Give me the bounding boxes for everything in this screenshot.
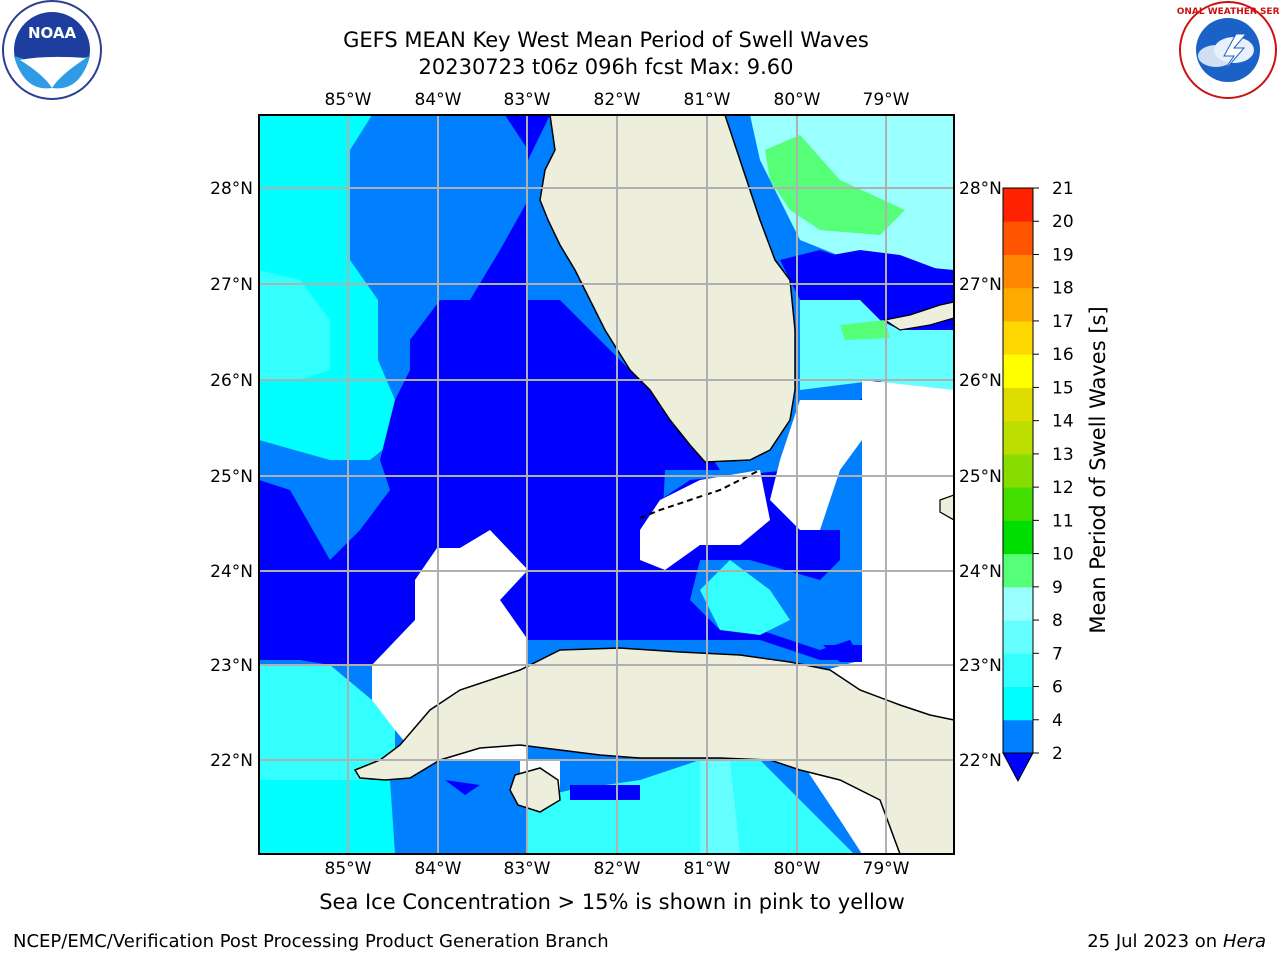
- colorbar-tick-label: 16: [1052, 345, 1074, 365]
- lat-labels-right: 28°N 27°N 26°N 25°N 24°N 23°N 22°N: [959, 179, 1002, 771]
- colorbar-segment: [1003, 520, 1033, 555]
- lon-label-top: 84°W: [415, 90, 462, 110]
- lat-label-left: 28°N: [210, 179, 253, 199]
- nws-logo: NATIONAL WEATHER SERVICE: [1153, 0, 1280, 108]
- colorbar-tick-label: 14: [1052, 412, 1074, 432]
- footer-date: 25 Jul 2023 on Hera: [1087, 931, 1266, 952]
- colorbar-segment: [1003, 553, 1033, 588]
- colorbar-segment: [1003, 188, 1033, 222]
- sea-ice-note: Sea Ice Concentration > 15% is shown in …: [319, 890, 905, 914]
- lon-label-top: 82°W: [594, 90, 641, 110]
- lat-labels-left: 28°N 27°N 26°N 25°N 24°N 23°N 22°N: [210, 179, 253, 771]
- map-title: GEFS MEAN Key West Mean Period of Swell …: [343, 28, 869, 52]
- colorbar-tick-label: 9: [1052, 578, 1063, 598]
- lon-label-bottom: 84°W: [415, 859, 462, 879]
- footer-credit: NCEP/EMC/Verification Post Processing Pr…: [13, 931, 609, 952]
- colorbar-tick-label: 4: [1052, 711, 1063, 731]
- colorbar-tick-label: 6: [1052, 678, 1063, 698]
- noaa-logo-text: NOAA: [28, 24, 77, 42]
- colorbar-tick-label: 10: [1052, 545, 1074, 565]
- colorbar: [1002, 187, 1034, 783]
- lon-label-top: 83°W: [504, 90, 551, 110]
- lon-label-top: 85°W: [325, 90, 372, 110]
- lat-label-right: 26°N: [959, 371, 1002, 391]
- lat-label-left: 26°N: [210, 371, 253, 391]
- colorbar-tick-label: 2: [1052, 744, 1063, 764]
- colorbar-label: Mean Period of Swell Waves [s]: [1086, 306, 1110, 634]
- colorbar-tick-label: 12: [1052, 478, 1074, 498]
- colorbar-tick-label: 19: [1052, 245, 1074, 265]
- map-field: [259, 115, 954, 854]
- lat-label-left: 22°N: [210, 751, 253, 771]
- colorbar-segment: [1003, 686, 1033, 721]
- lat-label-right: 22°N: [959, 751, 1002, 771]
- colorbar-segment: [1003, 586, 1033, 621]
- lon-labels-bottom: 85°W 84°W 83°W 82°W 81°W 80°W 79°W: [325, 859, 910, 879]
- colorbar-tick-label: 17: [1052, 312, 1074, 332]
- lat-label-left: 23°N: [210, 656, 253, 676]
- lat-label-right: 28°N: [959, 179, 1002, 199]
- lon-label-top: 81°W: [684, 90, 731, 110]
- colorbar-segment: [1003, 420, 1033, 455]
- colorbar-segment: [1003, 487, 1033, 521]
- lon-label-bottom: 81°W: [684, 859, 731, 879]
- colorbar-segment: [1003, 254, 1033, 289]
- colorbar-frame: [1002, 187, 1034, 754]
- colorbar-tick-label: 18: [1052, 279, 1074, 299]
- colorbar-tick-label: 13: [1052, 445, 1074, 465]
- lon-label-top: 80°W: [774, 90, 821, 110]
- lat-label-right: 23°N: [959, 656, 1002, 676]
- colorbar-tick-label: 21: [1052, 179, 1074, 199]
- footer-date-text: 25 Jul 2023 on: [1087, 931, 1218, 952]
- footer-host: Hera: [1222, 931, 1266, 952]
- colorbar-segment: [1003, 453, 1033, 488]
- lon-label-top: 79°W: [863, 90, 910, 110]
- colorbar-segment: [1003, 719, 1033, 754]
- colorbar-ticks: 2 4 6 7 8 9 10 11 12 13 14 15 16 17 18 19 20 21: [1033, 179, 1074, 764]
- colorbar-tick-label: 20: [1052, 212, 1074, 232]
- map-subtitle: 20230723 t06z 096h fcst Max: 9.60: [418, 55, 794, 79]
- lat-label-right: 24°N: [959, 562, 1002, 582]
- lat-label-left: 25°N: [210, 467, 253, 487]
- colorbar-segment: [1003, 387, 1033, 422]
- colorbar-extension: [1002, 752, 1034, 783]
- lon-label-bottom: 85°W: [325, 859, 372, 879]
- map-frame: [258, 114, 955, 855]
- lon-label-bottom: 79°W: [863, 859, 910, 879]
- colorbar-tick-label: 11: [1052, 511, 1074, 531]
- lat-label-left: 27°N: [210, 275, 253, 295]
- lon-label-bottom: 80°W: [774, 859, 821, 879]
- noaa-logo: NOAA: [0, 0, 104, 108]
- colorbar-tick-label: 15: [1052, 378, 1074, 398]
- lon-label-bottom: 83°W: [504, 859, 551, 879]
- colorbar-segment: [1003, 620, 1033, 654]
- colorbar-segment: [1003, 221, 1033, 255]
- lat-label-right: 25°N: [959, 467, 1002, 487]
- colorbar-segment: [1003, 354, 1033, 388]
- lon-labels-top: 85°W 84°W 83°W 82°W 81°W 80°W 79°W: [325, 90, 910, 110]
- lat-label-right: 27°N: [959, 275, 1002, 295]
- colorbar-tick-label: 7: [1052, 644, 1063, 664]
- colorbar-segment: [1003, 653, 1033, 688]
- lon-label-bottom: 82°W: [594, 859, 641, 879]
- lat-label-left: 24°N: [210, 562, 253, 582]
- colorbar-segment: [1003, 320, 1033, 355]
- nws-logo-text: NATIONAL WEATHER SERVICE: [1176, 7, 1280, 17]
- colorbar-tick-label: 8: [1052, 611, 1063, 631]
- colorbar-segment: [1003, 287, 1033, 322]
